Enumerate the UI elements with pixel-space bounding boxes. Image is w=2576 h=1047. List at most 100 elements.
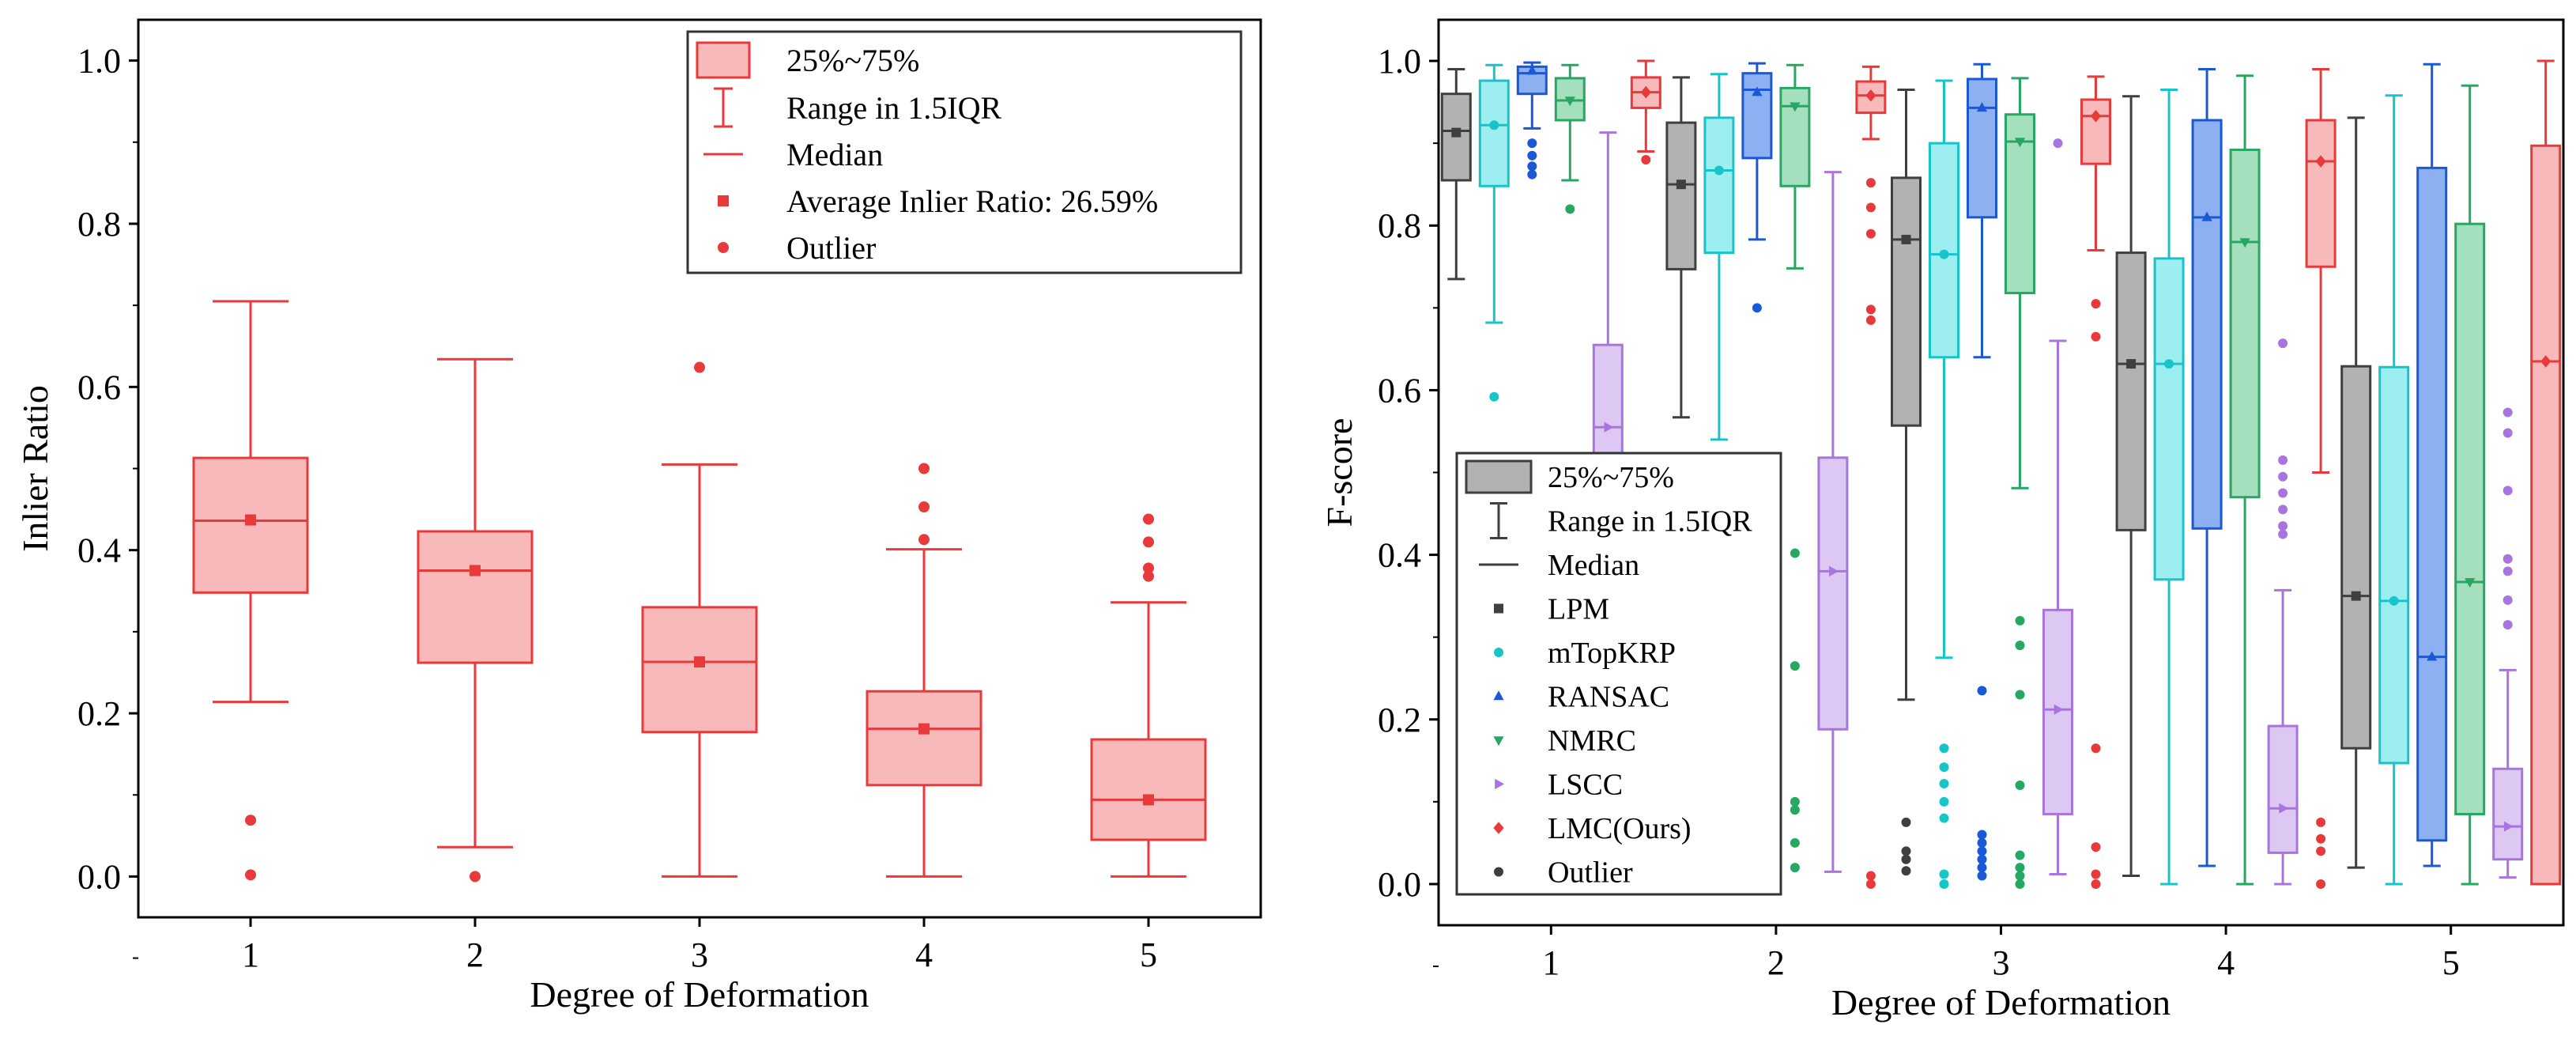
y-tick-label: 0.4 [77, 531, 121, 570]
outlier-point [1939, 813, 1949, 823]
outlier-point [1977, 837, 1987, 848]
outlier-point [1939, 796, 1949, 807]
box-group [1967, 62, 1997, 881]
outlier-point [2278, 505, 2288, 515]
outlier-point [918, 534, 930, 546]
series-ransac [1516, 61, 2448, 881]
legend-swatch-series [1494, 648, 1503, 657]
box-group [2080, 75, 2111, 889]
x-tick-label: 5 [1140, 935, 1157, 974]
series-nmrc [1554, 63, 2486, 889]
box-iqr [417, 530, 534, 664]
legend-swatch-outlier [718, 242, 729, 253]
box-group [1855, 65, 1887, 889]
outlier-point [2502, 620, 2513, 630]
outlier-point [1901, 817, 1911, 827]
mean-marker [694, 656, 705, 668]
box-group [1554, 63, 1586, 214]
outlier-point [1790, 548, 1800, 558]
outlier-point [1527, 161, 1537, 172]
outlier-point [245, 869, 256, 881]
y-tick-label: 0.8 [1378, 206, 1421, 245]
outlier-point [245, 815, 256, 826]
outlier-point [1901, 846, 1911, 856]
mean-marker [2427, 651, 2438, 661]
outlier-point [2015, 781, 2025, 791]
box-group [2340, 116, 2372, 869]
box-group [2229, 74, 2261, 886]
outlier-point [1527, 169, 1537, 180]
series-mtopkrp [1478, 63, 2410, 889]
x-tick-label: 2 [1767, 943, 1785, 982]
outlier-point [1939, 879, 1949, 889]
outlier-point [2502, 407, 2513, 418]
y-tick-label: 0.6 [77, 368, 121, 406]
outlier-point [1901, 854, 1911, 864]
outlier-point [2015, 690, 2025, 700]
legend-swatch-series [1493, 736, 1504, 747]
outlier-point [2278, 529, 2288, 539]
mean-marker [1676, 180, 1686, 190]
outlier-point [1977, 686, 1987, 696]
x-tick-label: 3 [691, 935, 708, 974]
mean-marker [1604, 421, 1614, 433]
outlier-point [2091, 869, 2101, 879]
outlier-point [1790, 796, 1800, 807]
legend-swatch-mean [718, 195, 729, 206]
mean-marker [918, 723, 930, 735]
box-group [2378, 94, 2410, 886]
box-iqr [866, 690, 983, 787]
box-group-1 [192, 300, 309, 881]
box-iqr [2305, 119, 2337, 268]
y-axis-label: F-score [1319, 418, 1360, 527]
outlier-point [1790, 863, 1800, 873]
outlier-point [1527, 150, 1537, 161]
chart-2: 0.0 0.2 0.4 0.6 0.8 1.0 1 2 3 4 5 Degree of Deforma… [1319, 18, 2565, 1022]
outlier-point [2278, 338, 2288, 349]
mean-marker [245, 514, 256, 526]
legend-swatch-series [1493, 690, 1504, 701]
mean-marker [2279, 803, 2289, 814]
legend-label: LMC(Ours) [1548, 812, 1692, 845]
outlier-point [2015, 615, 2025, 626]
box-group [1891, 88, 1922, 876]
y-tick-label: 0.0 [77, 857, 121, 896]
box-iqr [2267, 724, 2299, 854]
y-tick-label: 0.8 [77, 205, 121, 244]
x-tick-label: 5 [2442, 943, 2460, 982]
mean-marker [1752, 86, 1763, 96]
x-tick-label: 4 [915, 935, 933, 974]
outlier-point [1143, 513, 1154, 525]
mean-marker [1526, 65, 1537, 75]
box-iqr [2191, 119, 2223, 530]
y-tick-label: 0.0 [1378, 865, 1421, 904]
outlier-point [2015, 871, 2025, 881]
box-group [2492, 407, 2524, 879]
outlier-point [1939, 869, 1949, 879]
outlier-point [2502, 595, 2513, 605]
box-group [2153, 88, 2185, 886]
outlier-point [1977, 830, 1987, 840]
box-group-3 [641, 361, 758, 878]
outlier-point [1939, 743, 1949, 754]
box-iqr [1703, 116, 1735, 255]
legend-label: Median [786, 137, 883, 172]
box-group [1929, 79, 1959, 889]
outlier-point [1790, 805, 1800, 815]
outlier-point [1977, 846, 1987, 856]
y-tick-label: 1.0 [1378, 42, 1421, 81]
box-group [2267, 338, 2299, 886]
legend-label: Range in 1.5IQR [1548, 505, 1752, 539]
outlier-point [2502, 554, 2513, 564]
legend-label: NMRC [1548, 724, 1636, 758]
outlier-point [1527, 138, 1537, 149]
x-tick-label: 1 [242, 935, 259, 974]
chart-1: 0.0 0.2 0.4 0.6 0.8 1.0 1 2 3 4 5 Degree of Deforma… [15, 18, 1262, 1015]
legend-label: mTopKRP [1548, 637, 1676, 670]
box-iqr [1478, 79, 1510, 187]
legend-swatch-series [1494, 603, 1503, 614]
mean-marker [1790, 102, 1801, 112]
legend-frame [686, 30, 1243, 274]
legend-swatch-box [1465, 459, 1533, 494]
mean-marker [1143, 794, 1154, 806]
